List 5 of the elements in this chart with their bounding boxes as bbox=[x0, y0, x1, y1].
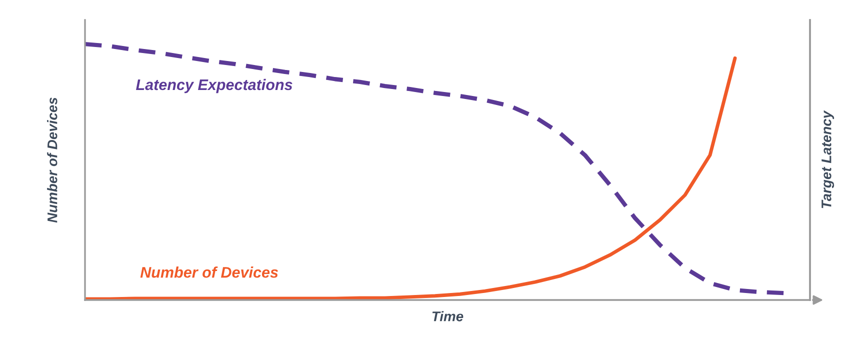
y2-axis-title: Target Latency bbox=[822, 110, 834, 208]
x-axis-title: Time bbox=[432, 311, 464, 322]
y-axis-title: Number of Devices bbox=[47, 98, 58, 223]
series-label: Number of Devices bbox=[140, 266, 278, 278]
series-label: Latency Expectations bbox=[136, 78, 292, 94]
